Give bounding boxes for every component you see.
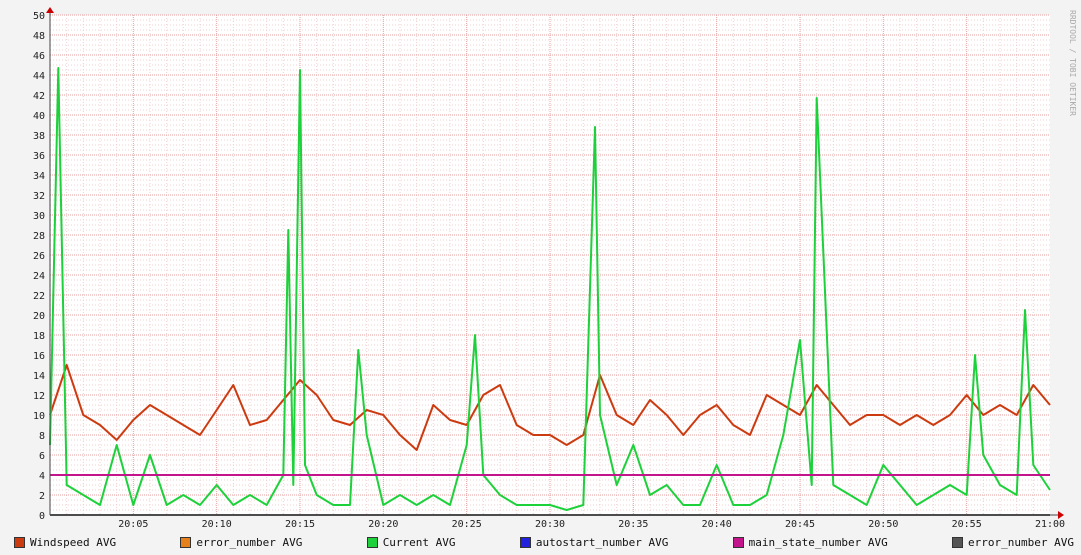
- legend-label: error_number AVG: [196, 535, 303, 549]
- x-tick-label: 20:05: [118, 519, 148, 530]
- y-tick-label: 50: [33, 11, 45, 22]
- series-line-0: [49, 364, 1051, 451]
- legend-swatch-icon: [732, 536, 744, 548]
- y-tick-label: 4: [39, 471, 45, 482]
- y-tick-label: 18: [33, 331, 45, 342]
- legend-swatch-icon: [14, 536, 25, 548]
- y-tick-label: 2: [39, 491, 45, 502]
- y-tick-label: 14: [33, 371, 45, 382]
- x-tick-label: 20:45: [785, 519, 815, 530]
- legend-item: Windspeed AVG: [14, 536, 116, 549]
- y-axis-tick-labels: 0246810121416182022242628303234363840424…: [33, 11, 45, 522]
- legend-label: Windspeed AVG: [30, 535, 117, 549]
- x-tick-label: 21:00: [1035, 519, 1065, 530]
- x-tick-label: 20:20: [368, 519, 398, 530]
- y-tick-label: 10: [33, 411, 45, 422]
- y-tick-label: 46: [33, 51, 45, 62]
- y-tick-label: 24: [33, 271, 45, 282]
- axes: [46, 7, 1064, 519]
- x-tick-label: 20:50: [868, 519, 898, 530]
- legend-swatch-icon: [519, 536, 531, 548]
- x-axis-arrow-icon: [1058, 511, 1064, 519]
- legend-item: main_state_number AVG: [732, 535, 888, 549]
- legend-item: error_number AVG: [180, 536, 302, 549]
- x-tick-label: 20:15: [285, 519, 315, 530]
- watermark: RRDTOOL / TOBI OETIKER: [1068, 10, 1077, 116]
- y-tick-label: 30: [33, 211, 45, 222]
- x-tick-label: 20:40: [702, 519, 732, 530]
- x-tick-label: 20:55: [952, 519, 982, 530]
- legend-label: Current AVG: [382, 535, 456, 549]
- y-tick-label: 20: [33, 311, 45, 322]
- legend-swatch-icon: [952, 536, 964, 548]
- y-tick-label: 38: [33, 131, 45, 142]
- y-tick-label: 28: [33, 231, 45, 242]
- line-chart: 0246810121416182022242628303234363840424…: [32, 7, 1077, 530]
- minor-grid: [50, 15, 1050, 515]
- legend-swatch-icon: [366, 536, 378, 548]
- y-tick-label: 48: [33, 31, 45, 42]
- y-tick-label: 40: [33, 111, 45, 122]
- y-tick-label: 0: [39, 511, 45, 522]
- y-tick-label: 12: [33, 391, 45, 402]
- y-tick-label: 36: [33, 151, 45, 162]
- legend-label: error_number AVG: [968, 535, 1074, 549]
- y-tick-label: 16: [33, 351, 45, 362]
- y-tick-label: 34: [33, 171, 45, 182]
- x-tick-label: 20:10: [202, 519, 232, 530]
- y-tick-label: 32: [33, 191, 45, 202]
- x-tick-label: 20:25: [452, 519, 482, 530]
- legend: Windspeed AVG error_number AVG Current AVG…: [14, 534, 1074, 550]
- y-tick-label: 6: [39, 451, 45, 462]
- legend-label: main_state_number AVG: [748, 535, 888, 549]
- y-tick-label: 26: [33, 251, 45, 262]
- x-axis-tick-labels: 20:05 20:10 20:15 20:20 20:25 20:30 20:35 20:40…: [118, 519, 1065, 530]
- series-line-2: [49, 67, 1051, 511]
- y-tick-label: 8: [39, 431, 45, 442]
- legend-swatch-icon: [180, 536, 192, 548]
- x-tick-label: 20:35: [618, 519, 648, 530]
- y-tick-label: 22: [33, 291, 45, 302]
- legend-item: Current AVG: [366, 535, 456, 549]
- legend-label: autostart_number AVG: [535, 535, 669, 549]
- y-tick-label: 44: [33, 71, 45, 82]
- legend-item: error_number AVG: [952, 536, 1074, 549]
- y-tick-label: 42: [33, 91, 45, 102]
- legend-item: autostart_number AVG: [519, 535, 669, 549]
- y-axis-arrow-icon: [46, 7, 54, 13]
- x-tick-label: 20:30: [535, 519, 565, 530]
